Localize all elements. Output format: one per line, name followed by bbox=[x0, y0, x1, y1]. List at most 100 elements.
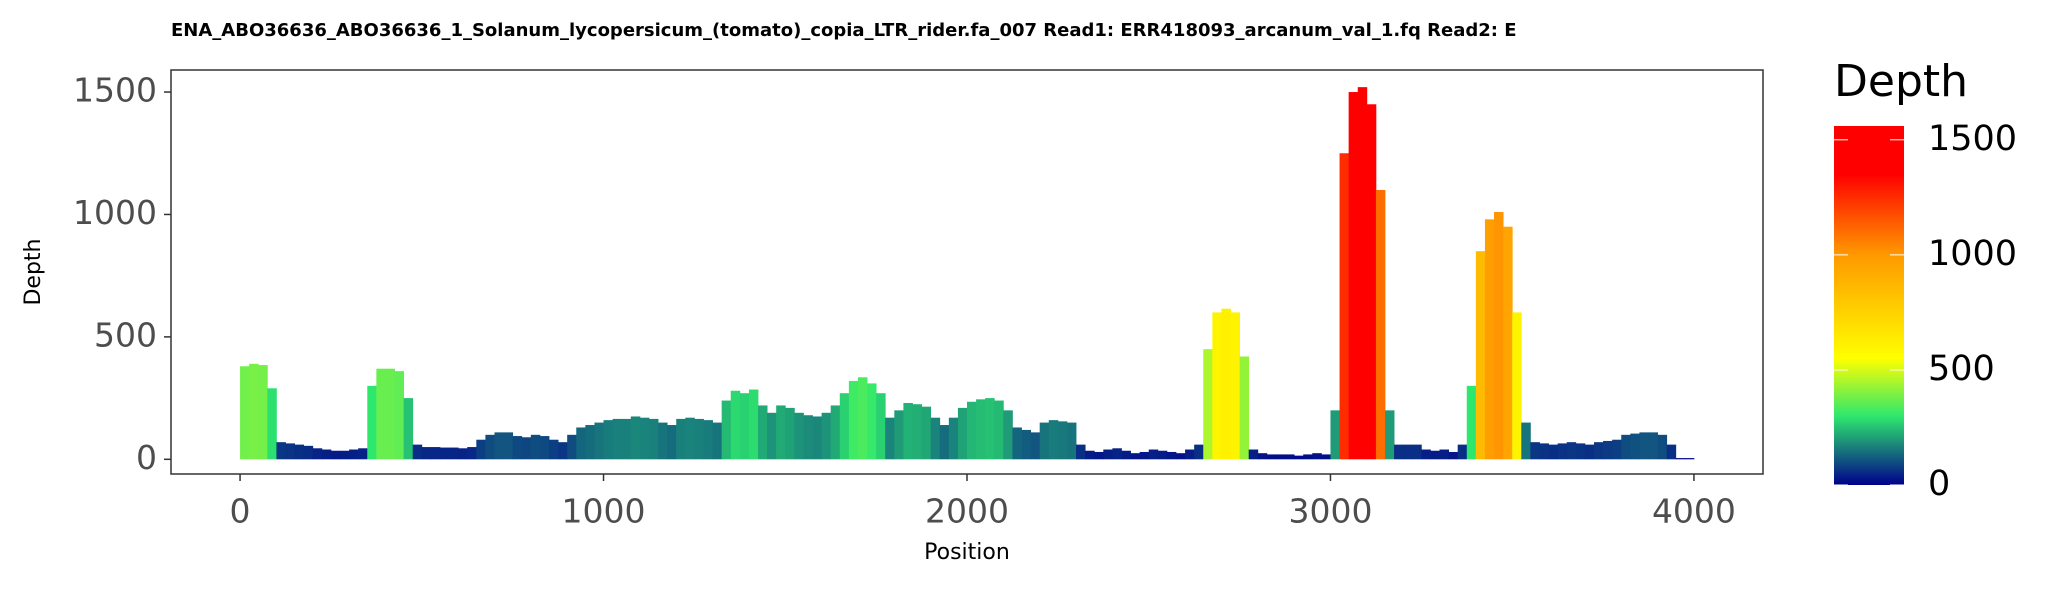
bar bbox=[503, 432, 514, 460]
bar bbox=[458, 448, 468, 460]
bar bbox=[1148, 449, 1159, 460]
bar bbox=[1430, 450, 1440, 460]
y-tick-label: 1000 bbox=[73, 193, 157, 232]
bar bbox=[1248, 449, 1259, 460]
colorbar-tick-label: 1000 bbox=[1928, 234, 2017, 274]
bar bbox=[730, 390, 741, 460]
bar bbox=[1076, 444, 1086, 460]
bar bbox=[1121, 450, 1131, 460]
bar bbox=[1539, 443, 1549, 460]
bar bbox=[249, 363, 259, 460]
bar bbox=[1266, 454, 1277, 460]
colorbar-tick-label: 1500 bbox=[1928, 119, 2017, 159]
bar bbox=[1584, 444, 1595, 460]
bar bbox=[912, 404, 922, 460]
bar bbox=[1575, 443, 1586, 460]
bar bbox=[1684, 458, 1695, 460]
bar bbox=[1103, 449, 1113, 460]
y-tick-label: 500 bbox=[94, 315, 157, 354]
bar bbox=[449, 447, 459, 460]
bar bbox=[1457, 444, 1468, 460]
bar bbox=[1094, 451, 1104, 460]
bar bbox=[1303, 454, 1313, 460]
bar bbox=[1657, 434, 1668, 460]
bar bbox=[1112, 448, 1122, 460]
bar bbox=[276, 442, 286, 460]
bar bbox=[821, 412, 832, 460]
bar bbox=[494, 432, 504, 460]
bar bbox=[1221, 308, 1231, 460]
bar bbox=[648, 418, 659, 460]
x-tick-label: 1000 bbox=[562, 492, 646, 531]
bar bbox=[930, 417, 941, 460]
bar bbox=[358, 448, 368, 460]
bar bbox=[1139, 451, 1150, 460]
bar bbox=[1130, 453, 1141, 460]
x-axis-title: Position bbox=[924, 540, 1010, 565]
bar bbox=[576, 427, 586, 460]
bar bbox=[785, 407, 795, 460]
bar bbox=[1212, 312, 1222, 460]
x-tick-label: 3000 bbox=[1288, 492, 1372, 531]
bar bbox=[830, 405, 841, 460]
chart-title: ENA_ABO36636_ABO36636_1_Solanum_lycopers… bbox=[171, 20, 1517, 41]
bar bbox=[894, 410, 904, 460]
bar bbox=[1475, 251, 1486, 460]
bar bbox=[258, 365, 268, 460]
bar bbox=[1066, 422, 1077, 460]
bar bbox=[1548, 444, 1559, 460]
bar bbox=[340, 450, 350, 460]
bar bbox=[994, 400, 1004, 460]
bar bbox=[558, 442, 568, 460]
bar bbox=[1384, 410, 1395, 460]
x-tick-label: 0 bbox=[230, 492, 251, 531]
bar bbox=[1630, 433, 1640, 460]
bar bbox=[767, 412, 777, 460]
bar bbox=[812, 416, 823, 460]
bar bbox=[1348, 92, 1359, 460]
bar bbox=[921, 406, 932, 460]
bar bbox=[1330, 410, 1340, 460]
bar bbox=[658, 422, 668, 460]
bar bbox=[1339, 153, 1350, 460]
bar bbox=[1366, 104, 1377, 460]
bar bbox=[1239, 356, 1250, 460]
bar bbox=[639, 417, 650, 460]
bar bbox=[376, 368, 386, 460]
bars bbox=[240, 87, 1695, 460]
bar bbox=[957, 407, 968, 460]
bar bbox=[403, 398, 414, 460]
bar bbox=[321, 449, 332, 460]
bar bbox=[1275, 454, 1286, 460]
bar bbox=[1603, 440, 1613, 460]
colorbar-tick-label: 0 bbox=[1928, 464, 1950, 504]
bar bbox=[1230, 312, 1241, 460]
bar bbox=[712, 422, 723, 460]
bar bbox=[948, 417, 959, 460]
bar bbox=[776, 405, 786, 460]
bar bbox=[1503, 226, 1513, 460]
bar bbox=[439, 447, 450, 460]
bar bbox=[430, 447, 441, 460]
bar bbox=[1421, 449, 1431, 460]
bar bbox=[1439, 449, 1449, 460]
bar bbox=[1012, 427, 1022, 460]
bar bbox=[1194, 444, 1204, 460]
bar bbox=[385, 368, 395, 460]
bar bbox=[1321, 454, 1331, 460]
bar bbox=[1621, 434, 1631, 460]
bar bbox=[876, 393, 886, 460]
bar bbox=[285, 443, 295, 460]
bar bbox=[803, 415, 813, 460]
x-tick-label: 4000 bbox=[1652, 492, 1736, 531]
bar bbox=[1494, 212, 1504, 460]
bar bbox=[1557, 443, 1568, 460]
bar bbox=[1466, 385, 1477, 460]
bar bbox=[1357, 87, 1368, 460]
bar bbox=[1175, 453, 1186, 460]
bar bbox=[1666, 444, 1677, 460]
bar bbox=[857, 377, 868, 460]
bar bbox=[603, 420, 614, 460]
bar bbox=[758, 405, 768, 460]
bar bbox=[585, 425, 595, 460]
